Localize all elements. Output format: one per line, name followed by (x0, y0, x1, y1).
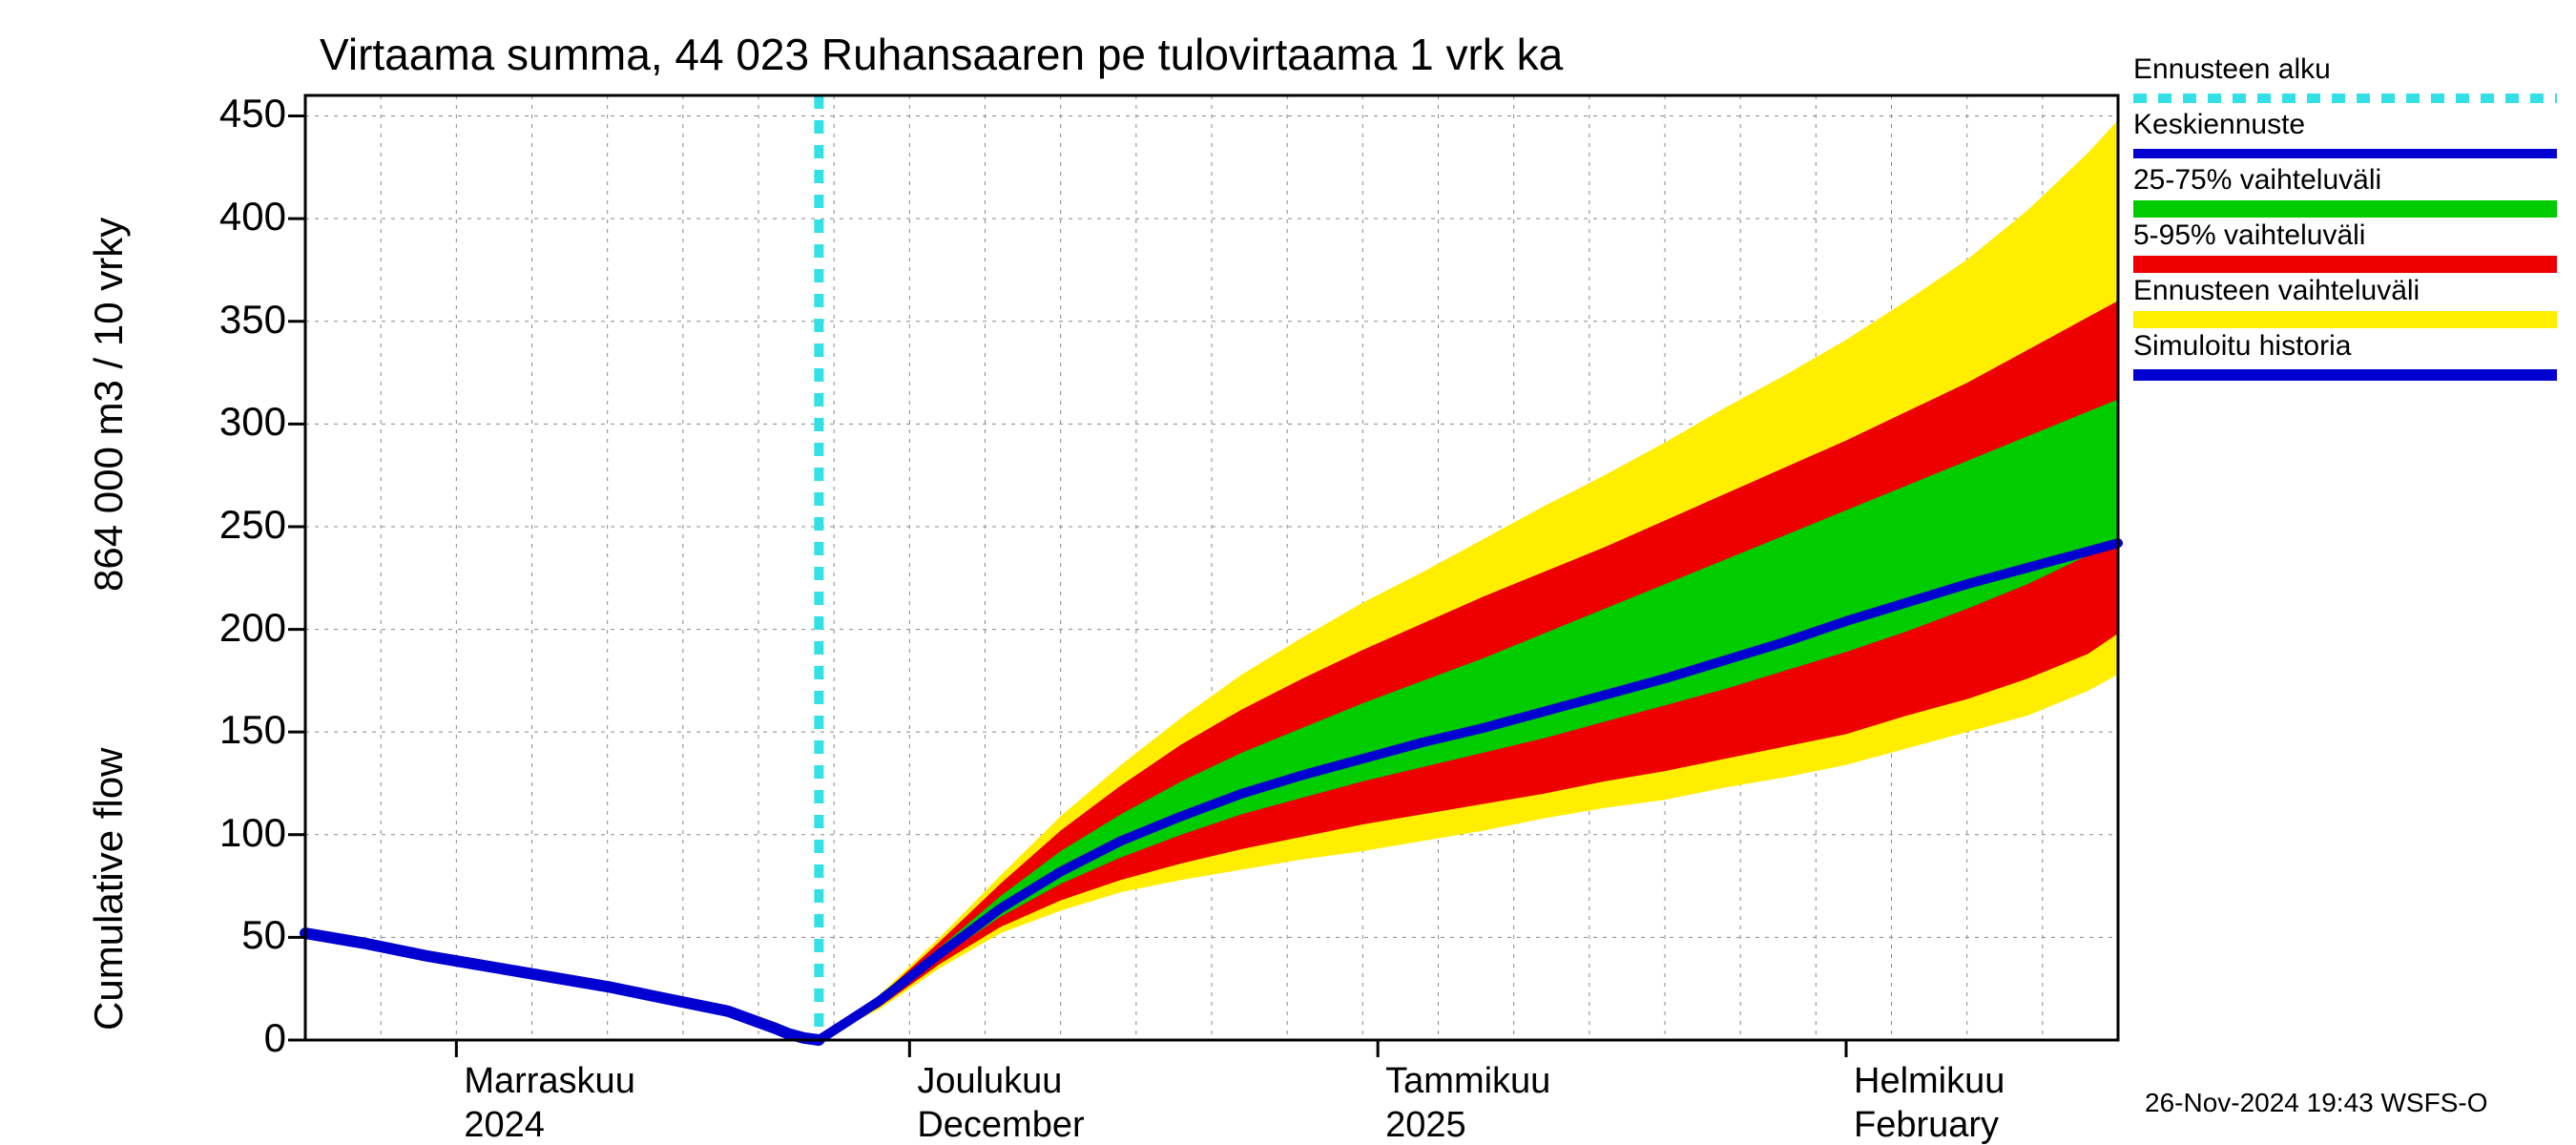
y-tick-label: 300 (0, 399, 286, 445)
y-tick-label: 450 (0, 91, 286, 136)
x-tick-label-line2: December (917, 1105, 1084, 1145)
legend-item: Simuloitu historia (2133, 330, 2557, 384)
legend: Ennusteen alku Keskiennuste 25-75% vaihtel… (2133, 53, 2557, 385)
legend-label: Ennusteen vaihteluväli (2133, 275, 2557, 307)
y-tick-label: 100 (0, 810, 286, 856)
legend-item: Ennusteen vaihteluväli (2133, 275, 2557, 328)
x-tick-label-line1: Joulukuu (917, 1061, 1062, 1102)
legend-swatch (2133, 311, 2557, 328)
legend-item: 25-75% vaihteluväli (2133, 164, 2557, 218)
legend-label: Simuloitu historia (2133, 330, 2557, 363)
x-tick-label-line1: Tammikuu (1385, 1061, 1550, 1102)
y-tick-label: 200 (0, 605, 286, 651)
x-tick-label-line2: 2025 (1385, 1105, 1466, 1145)
y-tick-label: 50 (0, 912, 286, 958)
legend-swatch (2133, 256, 2557, 273)
legend-item: Ennusteen alku (2133, 53, 2557, 107)
y-tick-label: 400 (0, 194, 286, 239)
x-tick-label-line1: Helmikuu (1854, 1061, 2005, 1102)
x-tick-label-line2: February (1854, 1105, 1999, 1145)
y-tick-label: 150 (0, 707, 286, 753)
legend-swatch (2133, 366, 2557, 384)
legend-label: 5-95% vaihteluväli (2133, 219, 2557, 252)
legend-swatch (2133, 200, 2557, 218)
x-tick-label-line1: Marraskuu (464, 1061, 635, 1102)
legend-label: Keskiennuste (2133, 109, 2557, 141)
legend-swatch (2133, 145, 2557, 162)
y-tick-label: 350 (0, 297, 286, 343)
timestamp-footer: 26-Nov-2024 19:43 WSFS-O (2145, 1088, 2488, 1118)
legend-label: 25-75% vaihteluväli (2133, 164, 2557, 197)
legend-label: Ennusteen alku (2133, 53, 2557, 86)
y-tick-label: 250 (0, 502, 286, 548)
legend-swatch (2133, 90, 2557, 107)
legend-item: Keskiennuste (2133, 109, 2557, 162)
y-tick-label: 0 (0, 1015, 286, 1061)
legend-item: 5-95% vaihteluväli (2133, 219, 2557, 273)
x-tick-label-line2: 2024 (464, 1105, 545, 1145)
